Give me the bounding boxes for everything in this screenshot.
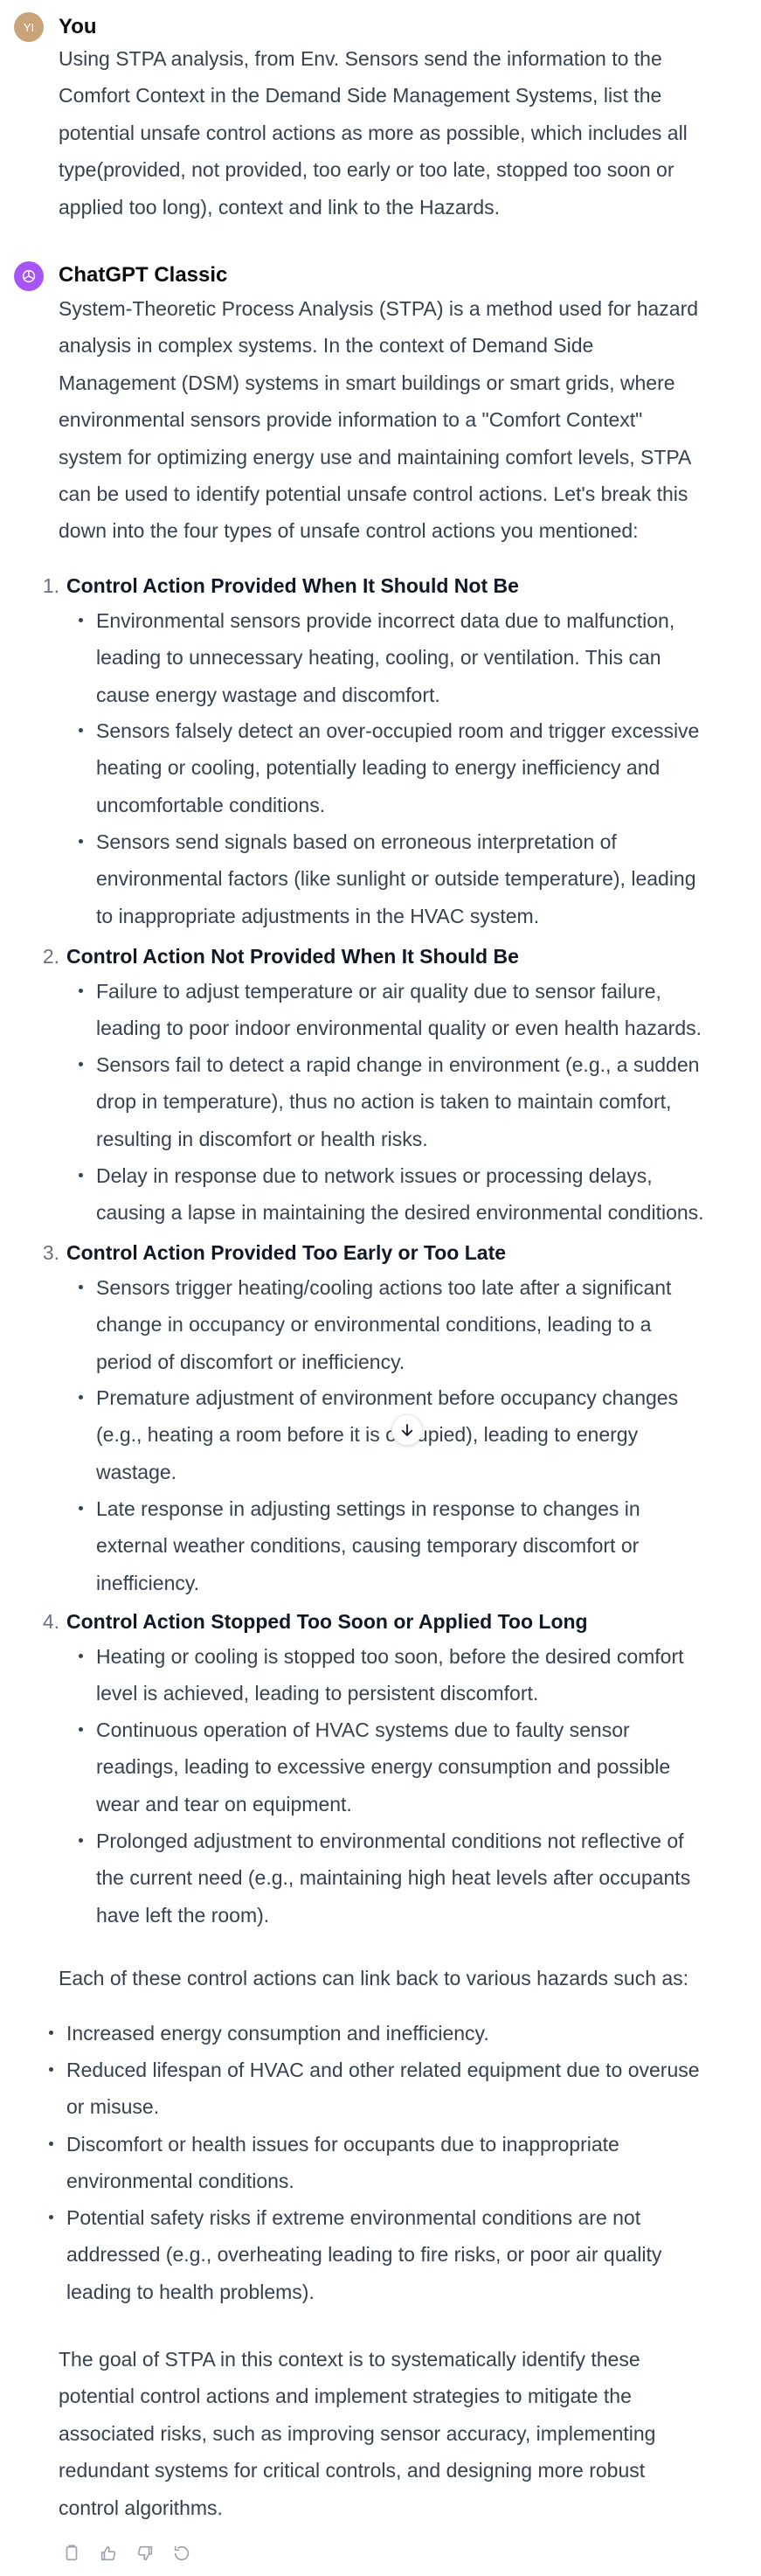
arrow-down-icon: [401, 1424, 413, 1436]
user-message-line: type(provided, not provided, too early o…: [59, 158, 675, 182]
conclusion-line: redundant systems for critical controls,…: [59, 2459, 646, 2482]
conclusion-line: associated risks, such as improving sens…: [59, 2421, 656, 2445]
intro-line: down into the four types of unsafe contr…: [59, 519, 639, 543]
assistant-name: ChatGPT Classic: [59, 263, 228, 287]
hazard-item: Potential safety risks if extreme enviro…: [49, 2199, 739, 2310]
list-item: Heating or cooling is stopped too soon, …: [79, 1638, 734, 1712]
section-number: 2.: [42, 945, 59, 968]
hazard-item: Reduced lifespan of HVAC and other relat…: [49, 2052, 739, 2126]
section-title: Control Action Provided When It Should N…: [66, 574, 519, 597]
section-number: 1.: [42, 574, 59, 597]
user-message-line: Using STPA analysis, from Env. Sensors s…: [59, 47, 662, 70]
user-message-line: applied too long), context and link to t…: [59, 195, 501, 219]
assistant-intro: System-Theoretic Process Analysis (STPA)…: [59, 290, 740, 550]
user-name: You: [59, 15, 97, 38]
hazards-intro: Each of these control actions can link b…: [59, 1967, 689, 1989]
list-item: Sensors trigger heating/cooling actions …: [79, 1269, 734, 1380]
list-item: Continuous operation of HVAC systems due…: [79, 1712, 734, 1823]
thumbs-down-button[interactable]: [132, 2540, 158, 2566]
conclusion-line: control algorithms.: [59, 2496, 223, 2519]
section-number: 3.: [42, 1241, 59, 1264]
openai-logo-icon: [22, 269, 36, 283]
conclusion-line: The goal of STPA in this context is to s…: [59, 2348, 640, 2371]
section-title: Control Action Not Provided When It Shou…: [66, 945, 519, 968]
list-item: Premature adjustment of environment befo…: [79, 1379, 734, 1490]
hazard-item: Increased energy consumption and ineffic…: [49, 2015, 739, 2052]
regenerate-icon: [174, 2545, 190, 2561]
hazard-item: Discomfort or health issues for occupant…: [49, 2126, 739, 2200]
list-item: Sensors fail to detect a rapid change in…: [79, 1046, 734, 1157]
user-avatar-initials: YI: [23, 20, 35, 34]
intro-line: environmental sensors provide informatio…: [59, 408, 643, 432]
list-item: Late response in adjusting settings in r…: [79, 1490, 734, 1601]
user-message: Using STPA analysis, from Env. Sensors s…: [59, 40, 740, 226]
user-message-line: potential unsafe control actions as more…: [59, 121, 688, 144]
list-item: Prolonged adjustment to environmental co…: [79, 1823, 734, 1934]
intro-line: system for optimizing energy use and mai…: [59, 445, 692, 469]
section-title: Control Action Stopped Too Soon or Appli…: [66, 1610, 588, 1633]
copy-button[interactable]: [59, 2540, 85, 2566]
list-item: Sensors send signals based on erroneous …: [79, 823, 734, 934]
section-title: Control Action Provided Too Early or Too…: [66, 1241, 507, 1264]
conclusion-line: potential control actions and implement …: [59, 2385, 632, 2408]
thumbs-up-icon: [100, 2545, 116, 2561]
user-avatar: YI: [14, 12, 44, 42]
intro-line: analysis in complex systems. In the cont…: [59, 334, 594, 358]
thumbs-up-button[interactable]: [95, 2540, 121, 2566]
list-item: Environmental sensors provide incorrect …: [79, 602, 734, 713]
scroll-to-bottom-button[interactable]: [391, 1414, 423, 1446]
list-item: Failure to adjust temperature or air qua…: [79, 973, 734, 1047]
user-message-line: Comfort Context in the Demand Side Manag…: [59, 84, 662, 108]
regenerate-button[interactable]: [169, 2540, 195, 2566]
copy-icon: [66, 2545, 78, 2561]
assistant-conclusion: The goal of STPA in this context is to s…: [59, 2341, 740, 2526]
intro-line: Management (DSM) systems in smart buildi…: [59, 371, 675, 394]
list-item: Sensors falsely detect an over-occupied …: [79, 712, 734, 823]
intro-line: can be used to identify potential unsafe…: [59, 483, 688, 506]
thumbs-down-icon: [137, 2545, 153, 2561]
message-actions: [59, 2540, 195, 2566]
assistant-avatar: [14, 261, 44, 291]
list-item: Delay in response due to network issues …: [79, 1157, 734, 1232]
section-number: 4.: [42, 1610, 59, 1633]
intro-line: System-Theoretic Process Analysis (STPA)…: [59, 297, 699, 320]
